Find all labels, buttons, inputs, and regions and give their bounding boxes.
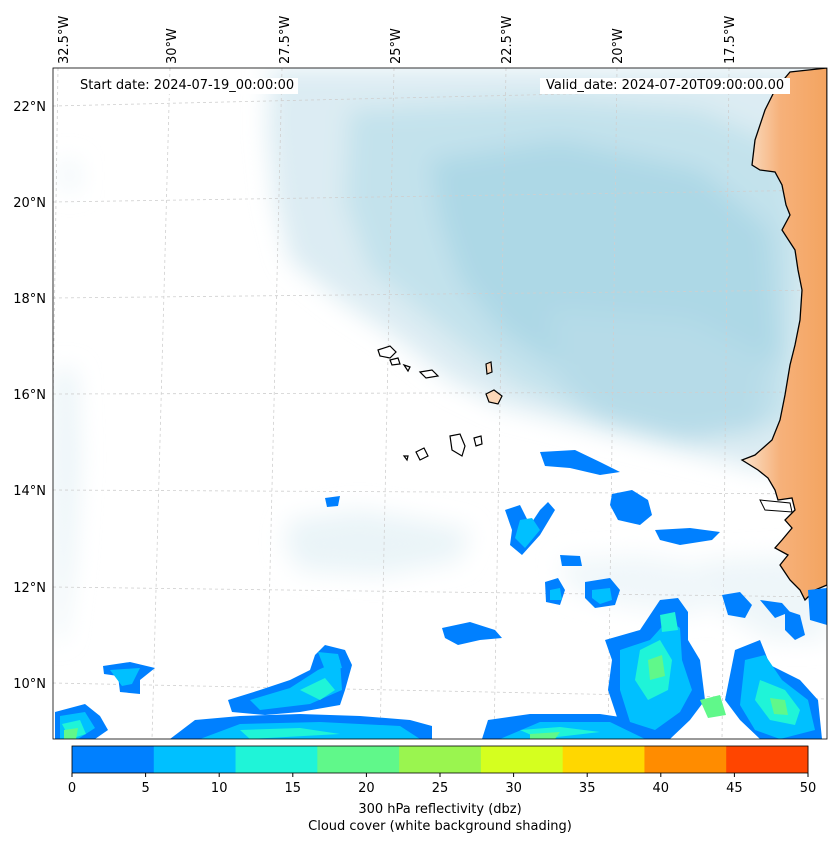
colorbar-segment [399, 746, 482, 773]
lon-label: 20°W [611, 28, 626, 64]
colorbar-tick-label: 30 [505, 781, 522, 796]
sal-island [485, 361, 493, 375]
lat-label: 16°N [13, 388, 46, 403]
colorbar-tick-label: 50 [800, 781, 817, 796]
start-date-label: Start date: 2024-07-19_00:00:00 [76, 78, 299, 94]
colorbar-label-line2: Cloud cover (white background shading) [308, 819, 572, 834]
colorbar-segments [72, 746, 809, 773]
gambia-coast [759, 499, 793, 513]
colorbar-tick-label: 5 [141, 781, 149, 796]
longitude-labels: 32.5°W 30°W 27.5°W 25°W 22.5°W 20°W 17.5… [57, 16, 738, 64]
colorbar-tick-label: 45 [726, 781, 743, 796]
colorbar-tick-label: 15 [285, 781, 302, 796]
colorbar-tick-label: 35 [579, 781, 596, 796]
lon-label: 22.5°W [500, 16, 515, 64]
boa-vista-island [485, 389, 503, 405]
latitude-labels: 22°N 20°N 18°N 16°N 14°N 12°N 10°N [13, 100, 46, 692]
colorbar-tick-label: 20 [358, 781, 375, 796]
lat-label: 14°N [13, 484, 46, 499]
colorbar-label-line1: 300 hPa reflectivity (dbz) [358, 802, 521, 817]
colorbar-segment [726, 746, 809, 773]
lat-label: 20°N [13, 196, 46, 211]
lon-label: 30°W [165, 28, 180, 64]
colorbar-tick-label: 40 [653, 781, 670, 796]
cloud-cover-layer [55, 68, 827, 640]
africa-land [740, 68, 827, 602]
colorbar-segment [153, 746, 237, 773]
lat-label: 18°N [13, 292, 46, 307]
colorbar-tick-label: 25 [432, 781, 449, 796]
cape-verde-islands [377, 345, 503, 462]
lon-label: 17.5°W [723, 16, 738, 64]
colorbar-tick-label: 0 [68, 781, 76, 796]
colorbar-tick-label: 10 [211, 781, 228, 796]
lat-label: 22°N [13, 100, 46, 115]
colorbar-segment [235, 746, 318, 773]
lat-label: 10°N [13, 677, 46, 692]
colorbar-ticks: 0 5 10 15 20 25 30 35 40 45 50 [68, 773, 816, 796]
colorbar: 0 5 10 15 20 25 30 35 40 45 50 300 hPa reflectivit… [68, 745, 816, 834]
colorbar-segment [562, 746, 645, 773]
lon-label: 25°W [389, 28, 404, 64]
lon-label: 27.5°W [278, 16, 293, 64]
map-frame [52, 67, 828, 740]
lon-label: 32.5°W [57, 16, 72, 64]
colorbar-segment [317, 746, 400, 773]
lat-label: 12°N [13, 581, 46, 596]
graticule [53, 68, 827, 739]
colorbar-segment [644, 746, 727, 773]
reflectivity-layer [55, 450, 827, 739]
colorbar-segment [480, 746, 564, 773]
valid-date-label: Valid_date: 2024-07-20T09:00:00.00 [540, 78, 791, 94]
colorbar-segment [72, 746, 155, 773]
